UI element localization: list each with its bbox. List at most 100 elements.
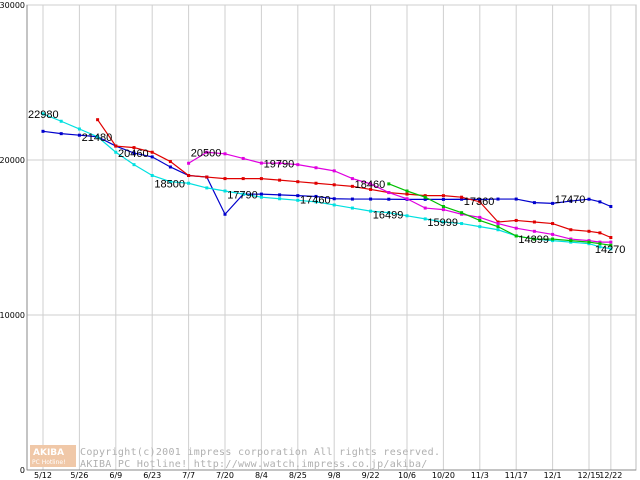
series-red-line	[97, 119, 612, 239]
series-red-point	[332, 183, 336, 187]
series-red-point	[296, 180, 300, 184]
data-label: 20500	[191, 147, 222, 159]
copyright-watermark: AKIBA PC Hotline! Copyright(c)2001 impre…	[30, 445, 440, 470]
series-cyan-point	[241, 192, 245, 196]
data-label: 18500	[154, 178, 185, 190]
series-blue-point	[223, 212, 227, 216]
series-green-point	[598, 242, 602, 246]
series-cyan-point	[296, 198, 300, 202]
series-cyan-point	[441, 220, 445, 224]
x-tick-label: 11/17	[505, 471, 528, 480]
series-magenta-point	[569, 237, 573, 241]
series-red-point	[259, 177, 263, 181]
series-red-point	[314, 181, 318, 185]
series-cyan-point	[609, 247, 613, 251]
series-cyan-point	[405, 214, 409, 218]
series-blue-point	[350, 197, 354, 201]
series-magenta-point	[532, 229, 536, 233]
data-label: 18460	[355, 179, 386, 191]
data-label: 20460	[118, 148, 149, 160]
series-red-point	[587, 229, 591, 233]
series-blue-point	[551, 201, 555, 205]
series-green-point	[609, 243, 613, 247]
series-cyan-point	[41, 112, 45, 116]
y-tick-label: 10000	[0, 311, 25, 320]
data-label: 16499	[373, 209, 404, 221]
series-magenta-point	[496, 222, 500, 226]
x-tick-label: 6/23	[143, 471, 161, 480]
series-blue-point	[460, 197, 464, 201]
series-blue-point	[441, 197, 445, 201]
series-red-point	[478, 200, 482, 204]
grid	[26, 4, 637, 471]
series-blue-point	[569, 199, 573, 203]
series-red-point	[441, 194, 445, 198]
series-green-point	[441, 205, 445, 208]
logo-bottom-text: PC Hotline!	[32, 459, 65, 466]
series-magenta-point	[205, 150, 209, 154]
logo-badge	[30, 445, 76, 467]
series-cyan-point	[423, 217, 427, 221]
series-blue-point	[132, 151, 136, 155]
series-magenta-point	[405, 197, 409, 201]
series-cyan-point	[150, 174, 154, 177]
series-magenta-point	[369, 182, 373, 186]
series-red-point	[241, 177, 245, 181]
series-green-point	[387, 182, 391, 186]
series-red-point	[187, 174, 191, 177]
series-red-point	[96, 118, 100, 122]
series-red-point	[168, 160, 172, 164]
series-green-point	[478, 218, 482, 222]
series-cyan-point	[132, 163, 136, 167]
x-axis-ticks: 5/12 5/26 6/9 6/23 7/7 7/20 8/4 8/25 9/8 9/22 10/6…	[34, 471, 622, 480]
y-tick-label: 0	[20, 466, 25, 475]
series-red-point	[278, 178, 282, 182]
series-green-point	[587, 240, 591, 244]
series-blue-point	[332, 197, 336, 201]
x-tick-label: 9/22	[362, 471, 380, 480]
data-label: 17360	[464, 196, 495, 208]
series-green-point	[532, 237, 536, 241]
series-magenta-point	[460, 212, 464, 216]
annotation-layer: 22980 21480 20460 18500 20500 17790 19790 17460…	[28, 109, 625, 256]
series-blue-point	[478, 198, 482, 202]
series-cyan-point	[259, 195, 263, 199]
series-cyan-point	[387, 211, 391, 215]
series-magenta-point	[478, 215, 482, 219]
series-red-point	[609, 236, 613, 239]
series-magenta-point	[387, 191, 391, 195]
data-label: 17470	[555, 194, 586, 206]
series-red-point	[460, 195, 464, 199]
series-cyan-point	[168, 180, 172, 184]
series-cyan-point	[187, 181, 191, 185]
series-magenta-point	[278, 161, 282, 165]
x-tick-label: 8/4	[255, 471, 268, 480]
series-magenta-point	[551, 232, 555, 236]
x-tick-label: 12/22	[599, 471, 622, 480]
series-cyan-point	[587, 242, 591, 246]
data-label: 19790	[264, 158, 295, 170]
series-magenta-point	[350, 177, 354, 181]
series-magenta-point	[609, 240, 613, 244]
series-blue-point	[77, 133, 81, 137]
series-red-point	[150, 150, 154, 154]
series-magenta-point	[514, 226, 518, 230]
series-blue-point	[609, 205, 613, 208]
series-green-point	[551, 237, 555, 241]
series-red-point	[496, 220, 500, 224]
series-blue-point	[314, 194, 318, 198]
series-blue-point	[59, 132, 63, 136]
series-magenta-point	[296, 163, 300, 167]
series-red-point	[569, 228, 573, 232]
series-blue-point	[278, 193, 282, 197]
series-red-point	[114, 144, 118, 148]
x-tick-label: 11/3	[471, 471, 489, 480]
series-cyan-point	[205, 186, 209, 190]
series-blue-point	[423, 197, 427, 201]
series-blue-point	[598, 200, 602, 204]
data-label: 22980	[28, 109, 59, 121]
y-axis-ticks: 0 10000 20000 30000	[0, 1, 25, 475]
x-tick-label: 7/7	[182, 471, 195, 480]
series-red-point	[132, 146, 136, 150]
